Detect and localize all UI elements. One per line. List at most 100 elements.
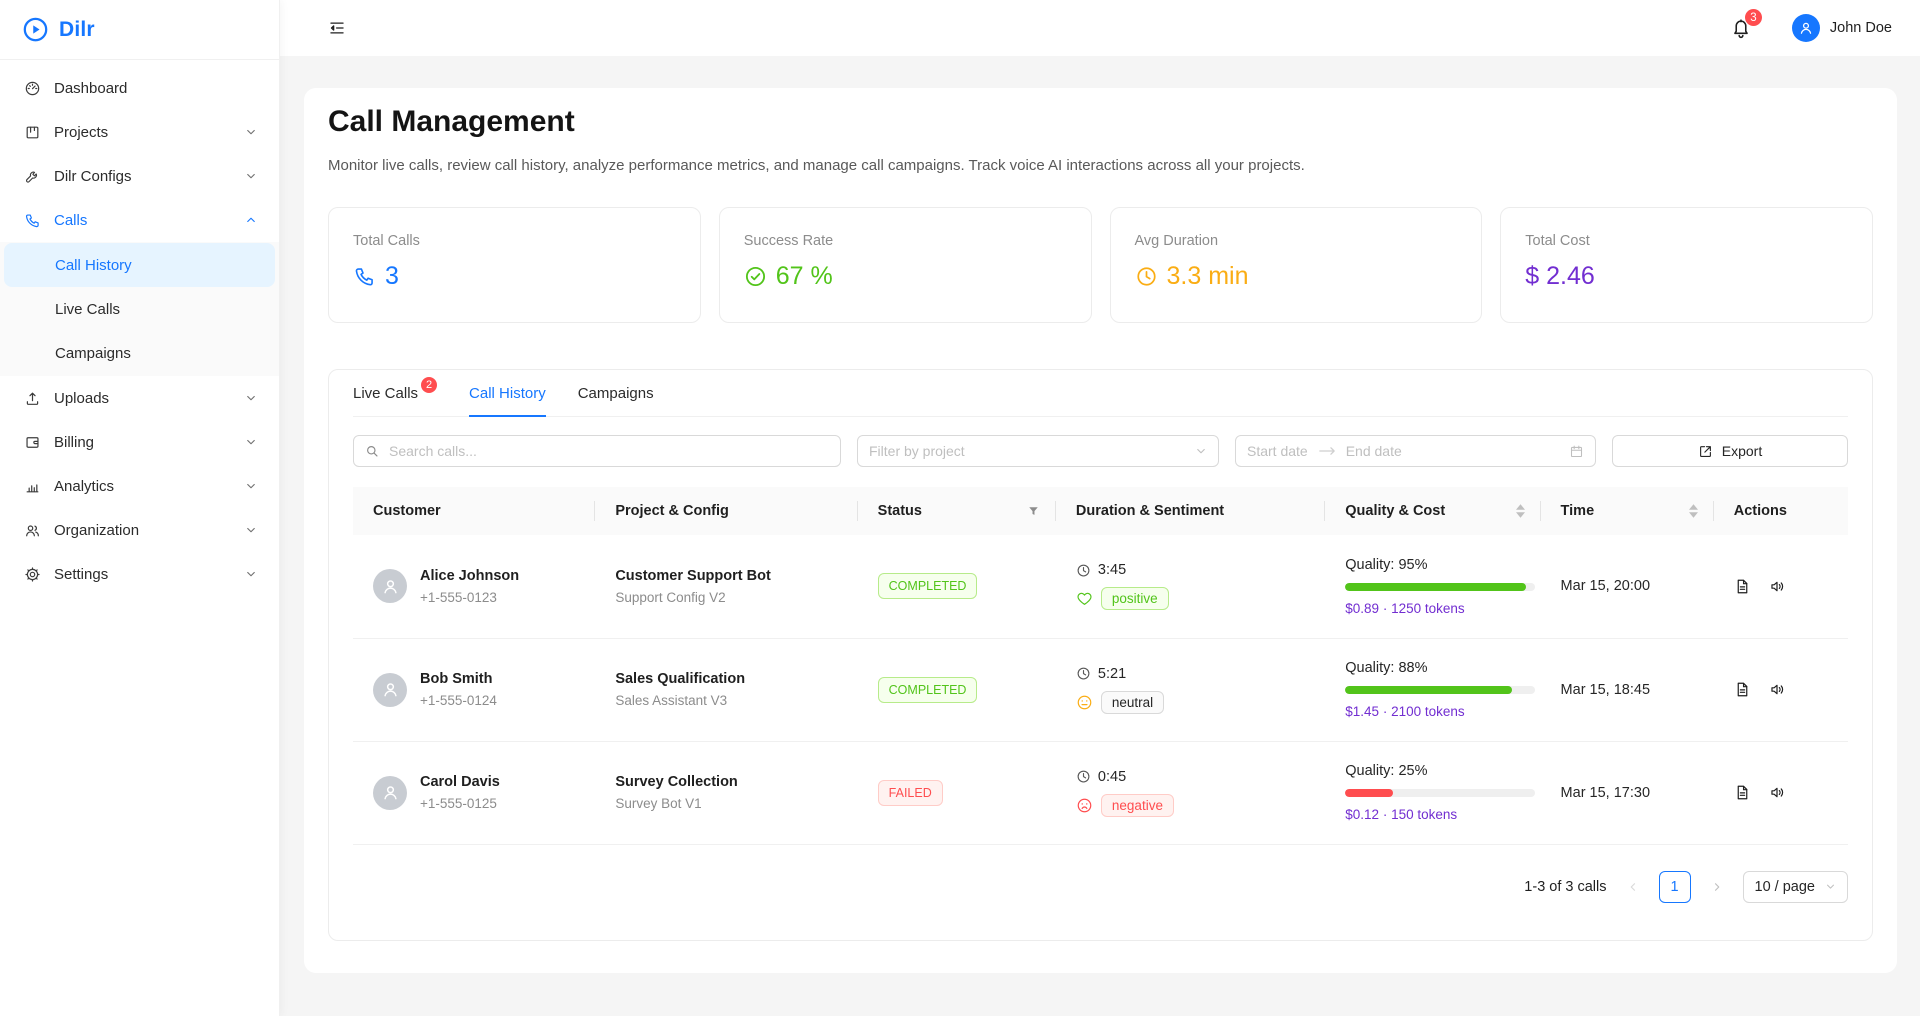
sentiment-badge: negative (1100, 793, 1174, 817)
date-range-picker[interactable]: Start date End date (1235, 435, 1596, 467)
frown-face-icon (1076, 797, 1093, 814)
sentiment-badge: positive (1100, 587, 1169, 611)
audio-speaker-icon[interactable] (1769, 681, 1786, 698)
project-name: Customer Support Bot (615, 567, 771, 584)
stat-card-total-calls: Total Calls 3 (328, 207, 701, 323)
chevron-down-icon (245, 436, 257, 448)
quality-progress-bar (1345, 789, 1536, 797)
brand-logo[interactable]: Dilr (0, 0, 279, 60)
user-icon (381, 680, 400, 699)
column-header-customer: Customer (353, 487, 596, 535)
sidebar-menu: Dashboard Projects Dilr Configs Calls Ca… (0, 60, 279, 596)
stat-label: Total Cost (1525, 233, 1590, 249)
transcript-file-icon[interactable] (1734, 784, 1751, 801)
next-page-button[interactable] (1703, 871, 1731, 903)
sidebar-item-dilr-configs[interactable]: Dilr Configs (4, 154, 275, 198)
config-name: Support Config V2 (615, 589, 726, 605)
sidebar-item-uploads[interactable]: Uploads (4, 376, 275, 420)
main-area: 3 John Doe Call Management Monitor live … (280, 0, 1920, 1016)
tab-call-history[interactable]: Call History (469, 370, 546, 417)
arrow-right-icon (1318, 446, 1336, 456)
gear-icon (24, 566, 41, 583)
sidebar-item-organization[interactable]: Organization (4, 508, 275, 552)
audio-speaker-icon[interactable] (1769, 578, 1786, 595)
transcript-file-icon[interactable] (1734, 578, 1751, 595)
table-row: Bob Smith +1-555-0124 Sales Qualificatio… (353, 638, 1848, 742)
transcript-file-icon[interactable] (1734, 681, 1751, 698)
cost-tokens: $0.89 · 1250 tokens (1345, 600, 1465, 616)
sidebar-item-billing[interactable]: Billing (4, 420, 275, 464)
sidebar-item-label: Campaigns (55, 344, 131, 362)
tab-campaigns[interactable]: Campaigns (578, 370, 654, 416)
page-content: Call Management Monitor live calls, revi… (280, 56, 1920, 1016)
user-name[interactable]: John Doe (1829, 20, 1892, 36)
sidebar-item-label: Projects (54, 123, 109, 141)
prev-page-button[interactable] (1619, 871, 1647, 903)
clock-icon (1076, 666, 1091, 681)
filter-bar: Filter by project Start date End date Ex… (353, 435, 1848, 467)
chevron-right-icon (1711, 881, 1723, 893)
chevron-down-icon (245, 126, 257, 138)
stat-value: 3.3 min (1166, 262, 1249, 290)
sorter-icon[interactable] (1516, 504, 1525, 518)
avatar (373, 775, 407, 810)
user-icon (1798, 20, 1814, 36)
table-header-row: Customer Project & Config Status Duratio… (353, 487, 1848, 535)
sidebar-item-projects[interactable]: Projects (4, 110, 275, 154)
sidebar-item-calls[interactable]: Calls (4, 198, 275, 242)
column-header-duration-sentiment: Duration & Sentiment (1055, 487, 1326, 535)
menu-fold-icon[interactable] (328, 19, 346, 37)
search-field (353, 435, 841, 467)
customer-name: Alice Johnson (420, 567, 520, 584)
sidebar-item-analytics[interactable]: Analytics (4, 464, 275, 508)
chevron-down-icon (245, 170, 257, 182)
page-subtitle: Monitor live calls, review call history,… (328, 157, 1305, 174)
call-management-panel: Call Management Monitor live calls, revi… (304, 88, 1897, 973)
sidebar-item-campaigns[interactable]: Campaigns (4, 331, 275, 375)
user-icon (381, 577, 400, 596)
search-input[interactable] (387, 442, 829, 460)
sidebar-item-label: Dilr Configs (54, 167, 132, 185)
page-size-select[interactable]: 10 / page (1742, 870, 1848, 903)
dashboard-icon (24, 80, 41, 97)
column-header-quality-cost[interactable]: Quality & Cost (1325, 487, 1541, 535)
live-calls-badge: 2 (421, 377, 438, 393)
customer-phone: +1-555-0123 (420, 589, 497, 605)
sidebar-item-label: Uploads (54, 389, 110, 407)
cost-tokens: $0.12 · 150 tokens (1345, 807, 1458, 822)
filter-funnel-icon[interactable] (1027, 505, 1040, 518)
chevron-down-icon (245, 568, 257, 580)
stat-card-success-rate: Success Rate 67 % (718, 207, 1092, 323)
sidebar-item-call-history[interactable]: Call History (4, 243, 275, 287)
notifications-button[interactable]: 3 (1730, 9, 1762, 39)
project-name: Sales Qualification (615, 671, 746, 687)
wallet-icon (24, 434, 41, 451)
project-filter-select[interactable]: Filter by project (857, 435, 1219, 467)
audio-speaker-icon[interactable] (1769, 784, 1786, 801)
sidebar-item-settings[interactable]: Settings (4, 552, 275, 596)
tab-live-calls[interactable]: Live Calls 2 (353, 370, 438, 416)
sidebar-item-dashboard[interactable]: Dashboard (4, 66, 275, 110)
page-number-button[interactable]: 1 (1658, 870, 1691, 903)
quality-progress-bar (1345, 582, 1536, 591)
export-button[interactable]: Export (1612, 435, 1848, 467)
sidebar-item-label: Billing (54, 433, 95, 451)
column-header-actions: Actions (1713, 487, 1848, 535)
user-avatar[interactable] (1791, 14, 1820, 42)
chevron-up-icon (245, 214, 257, 226)
column-header-time[interactable]: Time (1540, 487, 1714, 535)
sorter-icon[interactable] (1689, 504, 1698, 518)
calendar-icon (1569, 444, 1584, 459)
wrench-icon (24, 168, 41, 185)
page-title: Call Management (328, 105, 575, 138)
search-icon (365, 444, 379, 458)
call-time: Mar 15, 20:00 (1540, 535, 1714, 639)
cost-tokens: $1.45 · 2100 tokens (1345, 704, 1465, 719)
sidebar-item-label: Dashboard (54, 79, 128, 97)
sidebar-item-live-calls[interactable]: Live Calls (4, 287, 275, 331)
config-name: Sales Assistant V3 (615, 693, 728, 708)
team-icon (24, 522, 41, 539)
upload-icon (24, 390, 41, 407)
stat-value: $ 2.46 (1525, 262, 1595, 290)
